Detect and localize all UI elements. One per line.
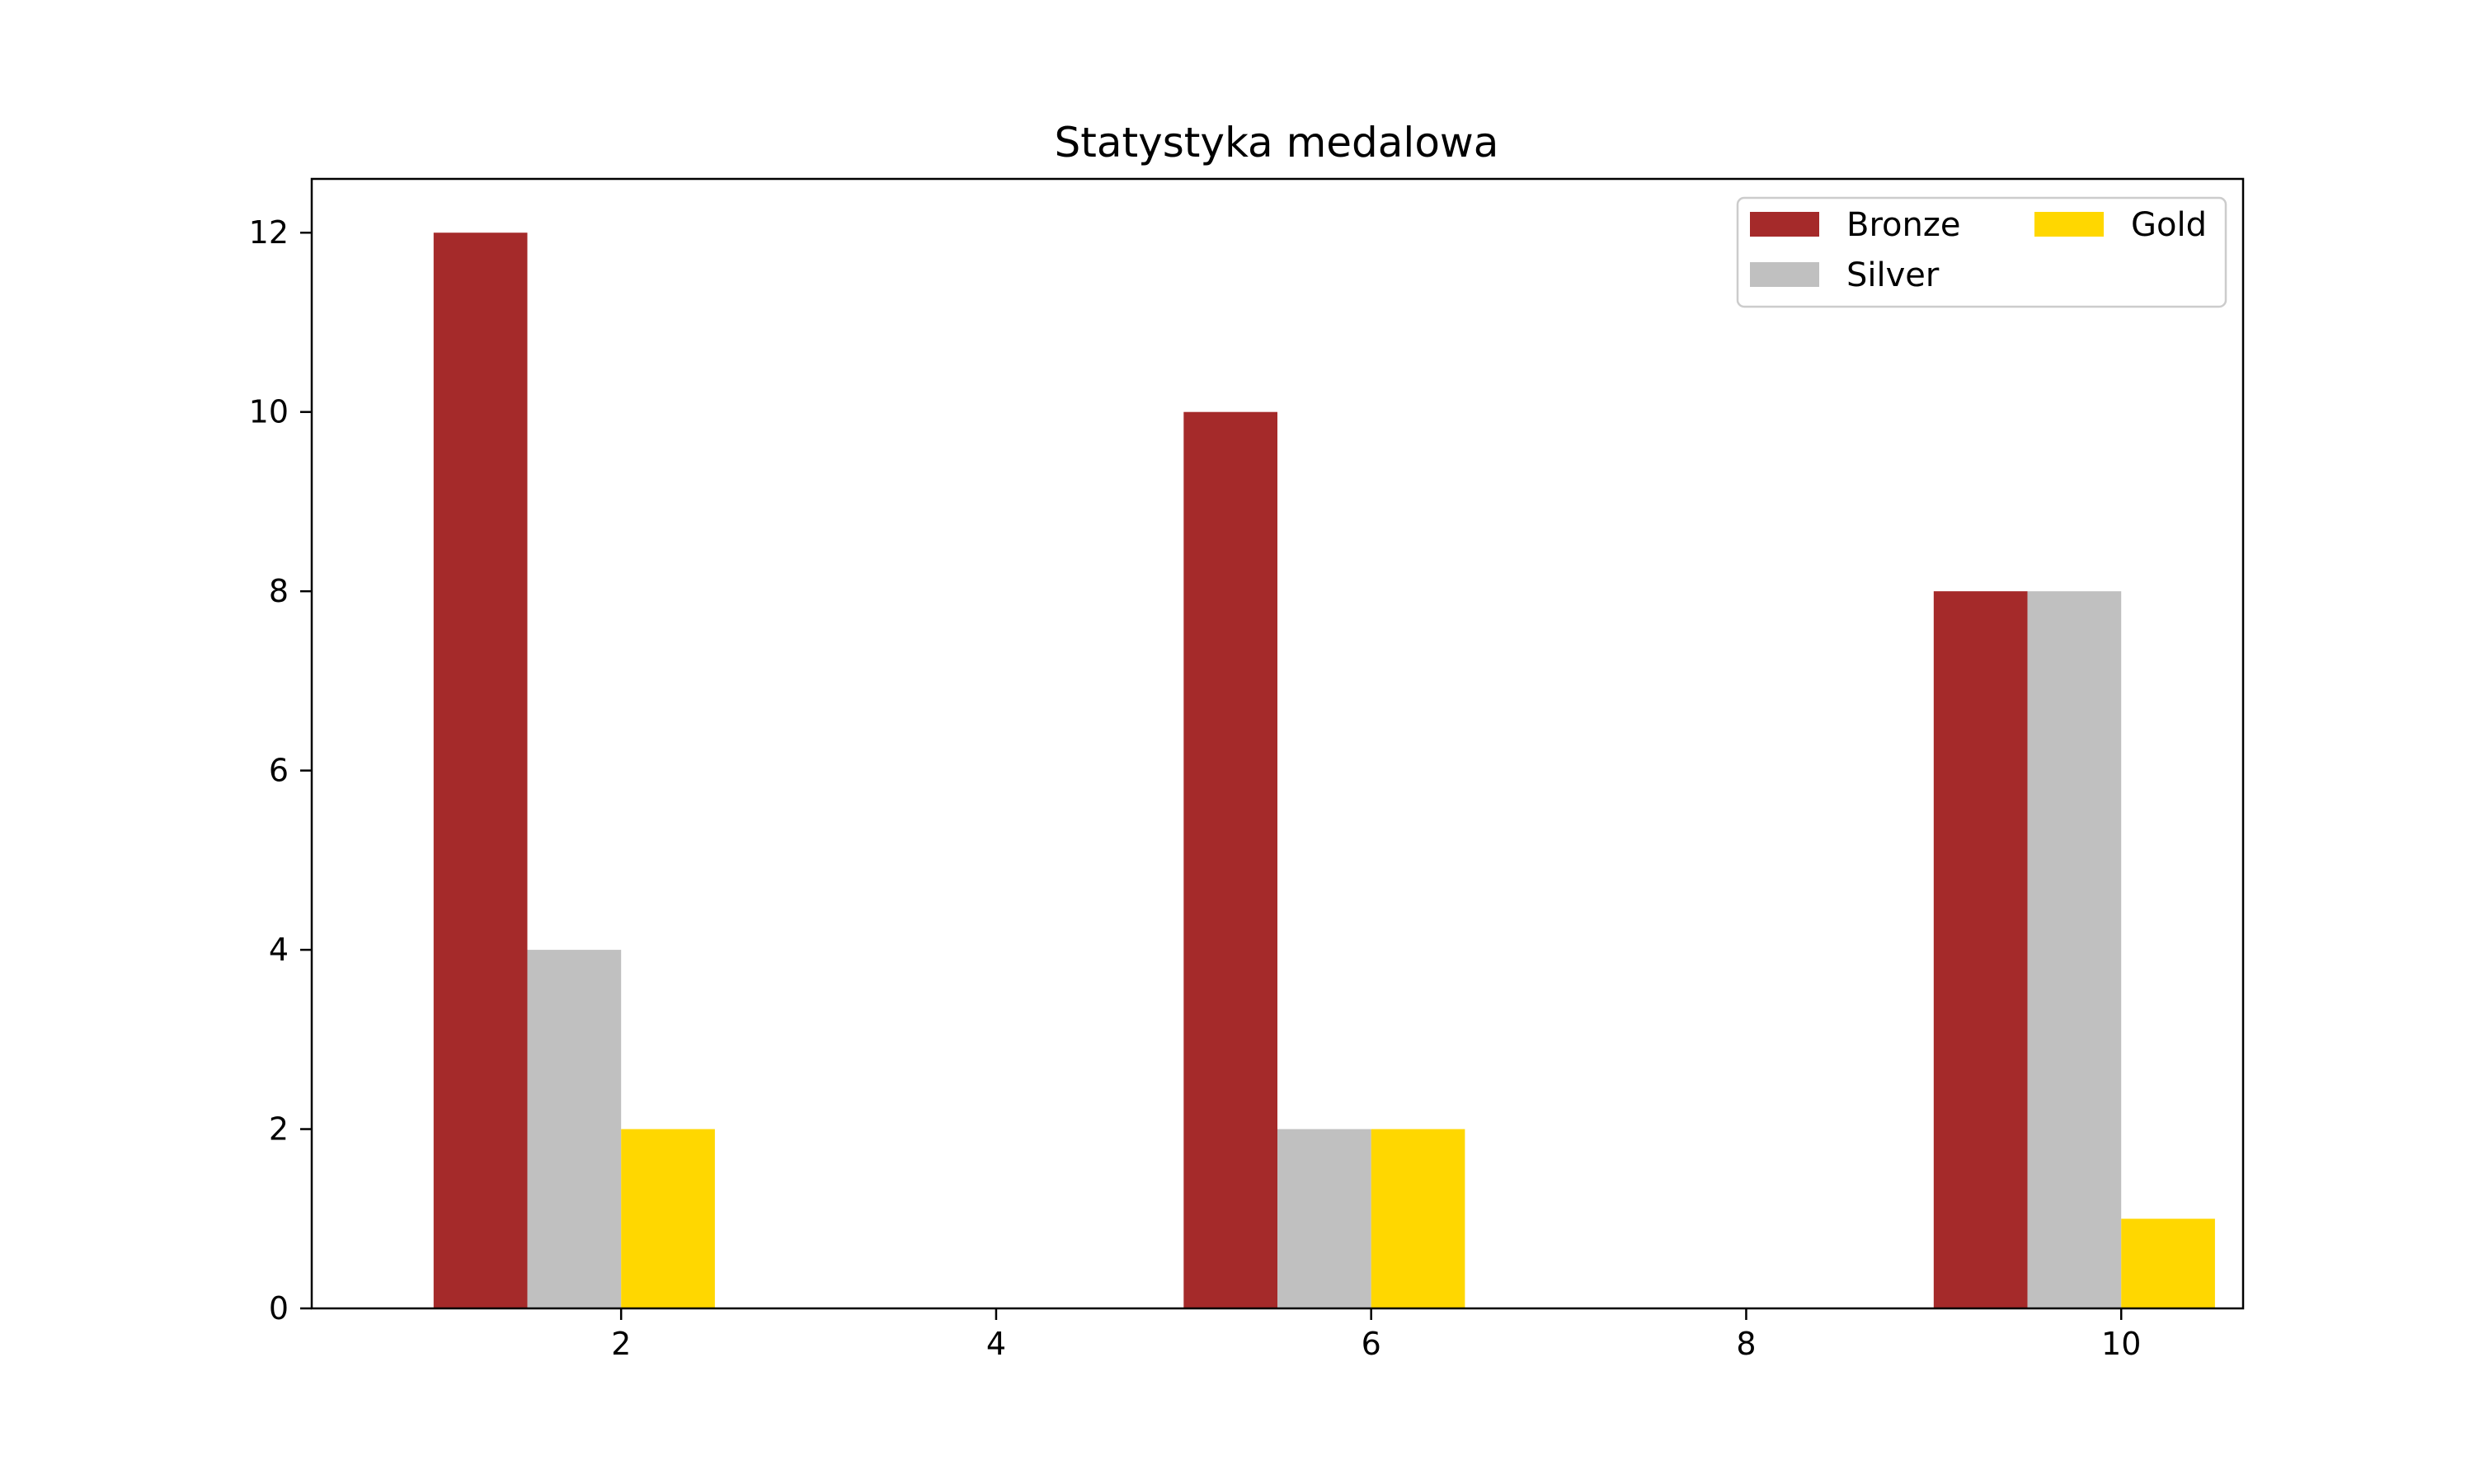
y-tick-label: 10 xyxy=(249,394,289,430)
x-tick-label: 2 xyxy=(611,1326,631,1362)
y-tick-label: 4 xyxy=(269,932,289,968)
legend-swatch-silver xyxy=(1750,262,1819,287)
y-tick-label: 6 xyxy=(269,753,289,789)
bar-silver-2 xyxy=(1277,1129,1371,1308)
bar-gold-1 xyxy=(621,1129,715,1308)
bar-bronze-2 xyxy=(1183,411,1277,1308)
bar-silver-3 xyxy=(2027,591,2122,1308)
legend: Bronze Silver Gold xyxy=(1736,196,2227,308)
plot-frame xyxy=(310,177,2245,1310)
axes-group: 2 4 6 8 10 0 2 4 6 8 10 12 xyxy=(249,177,2245,1362)
legend-label-silver: Silver xyxy=(1846,256,1940,294)
y-tick-label: 12 xyxy=(249,214,289,251)
legend-swatch-gold xyxy=(2034,212,2104,237)
legend-label-bronze: Bronze xyxy=(1846,206,1960,244)
legend-label-gold: Gold xyxy=(2131,206,2207,244)
bar-gold-2 xyxy=(1371,1129,1465,1308)
bar-silver-1 xyxy=(527,950,622,1308)
legend-swatch-bronze xyxy=(1750,212,1819,237)
bar-gold-3 xyxy=(2121,1219,2215,1308)
y-tick-label: 8 xyxy=(269,573,289,609)
x-tick-label: 6 xyxy=(1362,1326,1381,1362)
x-tick-label: 8 xyxy=(1736,1326,1756,1362)
x-tick-label: 10 xyxy=(2101,1326,2141,1362)
y-tick-label: 2 xyxy=(269,1111,289,1148)
bar-bronze-3 xyxy=(1933,591,2028,1308)
bar-bronze-1 xyxy=(433,232,528,1309)
bars-group xyxy=(433,232,2215,1309)
chart-title: Statystyka medalowa xyxy=(1055,119,1499,167)
x-tick-label: 4 xyxy=(986,1326,1006,1362)
y-tick-label: 0 xyxy=(269,1290,289,1327)
